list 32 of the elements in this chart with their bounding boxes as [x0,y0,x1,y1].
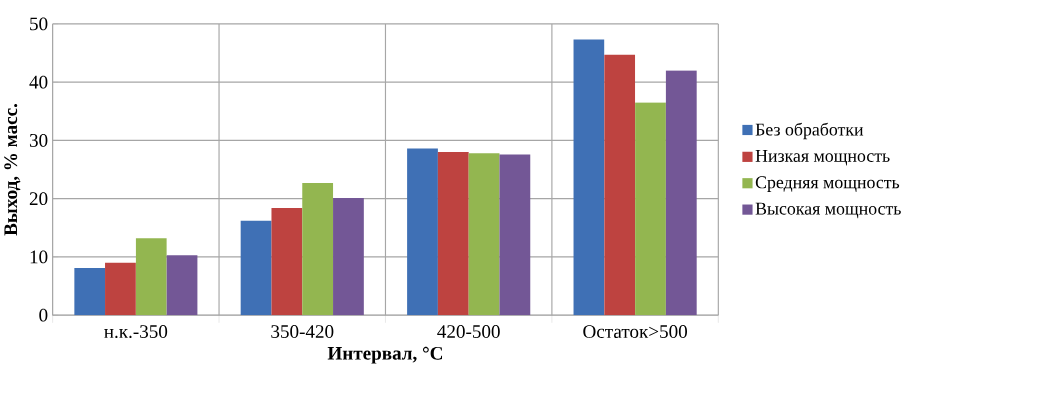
bar [74,267,106,316]
bar [573,39,605,316]
x-tick-label: Остаток>500 [583,324,687,338]
y-tick-label: 20 [29,192,48,205]
legend-label: Низкая мощность [755,149,890,166]
legend-label: Без обработки [755,122,864,140]
bar [468,153,500,316]
x-tick-label: н.к.-350 [104,324,168,338]
y-tick-label: 10 [30,250,48,264]
bar [105,262,136,316]
y-tick-label: 40 [29,75,48,89]
bar [499,154,531,316]
bar [437,151,469,316]
bar [665,70,697,316]
x-axis-title: Интервал, °C [327,346,443,364]
bar [333,197,364,316]
y-tick-label: 30 [29,133,48,147]
bar [604,54,636,316]
bar [407,148,438,316]
y-tick-label: 50 [30,17,48,31]
bar [166,255,198,316]
bar [635,102,666,316]
legend-label: Высокая мощность [755,202,901,219]
bar [135,238,167,316]
x-tick-label: 350-420 [271,324,334,338]
y-axis-title: Выход, % масс. [4,103,21,236]
bar [240,220,272,316]
bar [271,207,303,316]
legend-label: Средняя мощность [755,176,900,192]
y-tick-label: 0 [39,308,48,322]
bar [302,182,334,316]
x-tick-label: 420-500 [437,324,500,338]
